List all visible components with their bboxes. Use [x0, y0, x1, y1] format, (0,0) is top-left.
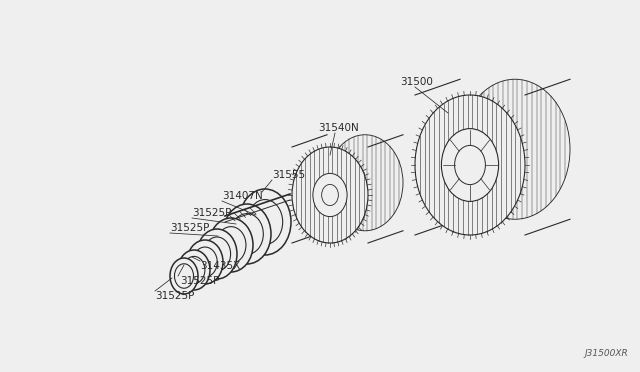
Ellipse shape [183, 256, 205, 283]
Ellipse shape [230, 214, 263, 254]
Ellipse shape [239, 189, 291, 255]
Ellipse shape [204, 237, 230, 271]
Text: 31540N: 31540N [318, 123, 359, 133]
Text: 31525P: 31525P [180, 276, 220, 286]
Ellipse shape [197, 229, 237, 279]
Ellipse shape [322, 185, 339, 206]
Ellipse shape [460, 79, 570, 219]
Text: 31525P: 31525P [170, 223, 209, 233]
Text: 31435X: 31435X [200, 261, 240, 271]
Ellipse shape [170, 258, 198, 294]
Ellipse shape [178, 250, 210, 290]
Text: 31555: 31555 [272, 170, 305, 180]
Ellipse shape [216, 227, 246, 263]
Ellipse shape [292, 147, 368, 243]
Ellipse shape [247, 199, 283, 244]
Text: J31500XR: J31500XR [584, 349, 628, 358]
Ellipse shape [454, 145, 485, 185]
Text: 31407N: 31407N [222, 191, 263, 201]
Ellipse shape [223, 204, 271, 264]
Ellipse shape [442, 129, 499, 201]
Ellipse shape [209, 218, 253, 272]
Ellipse shape [415, 95, 525, 235]
Text: 31525P: 31525P [155, 291, 195, 301]
Ellipse shape [193, 247, 217, 277]
Ellipse shape [175, 264, 193, 288]
Ellipse shape [187, 240, 223, 284]
Ellipse shape [327, 135, 403, 231]
Text: 31525P: 31525P [192, 208, 232, 218]
Ellipse shape [313, 173, 347, 217]
Text: 31500: 31500 [400, 77, 433, 87]
